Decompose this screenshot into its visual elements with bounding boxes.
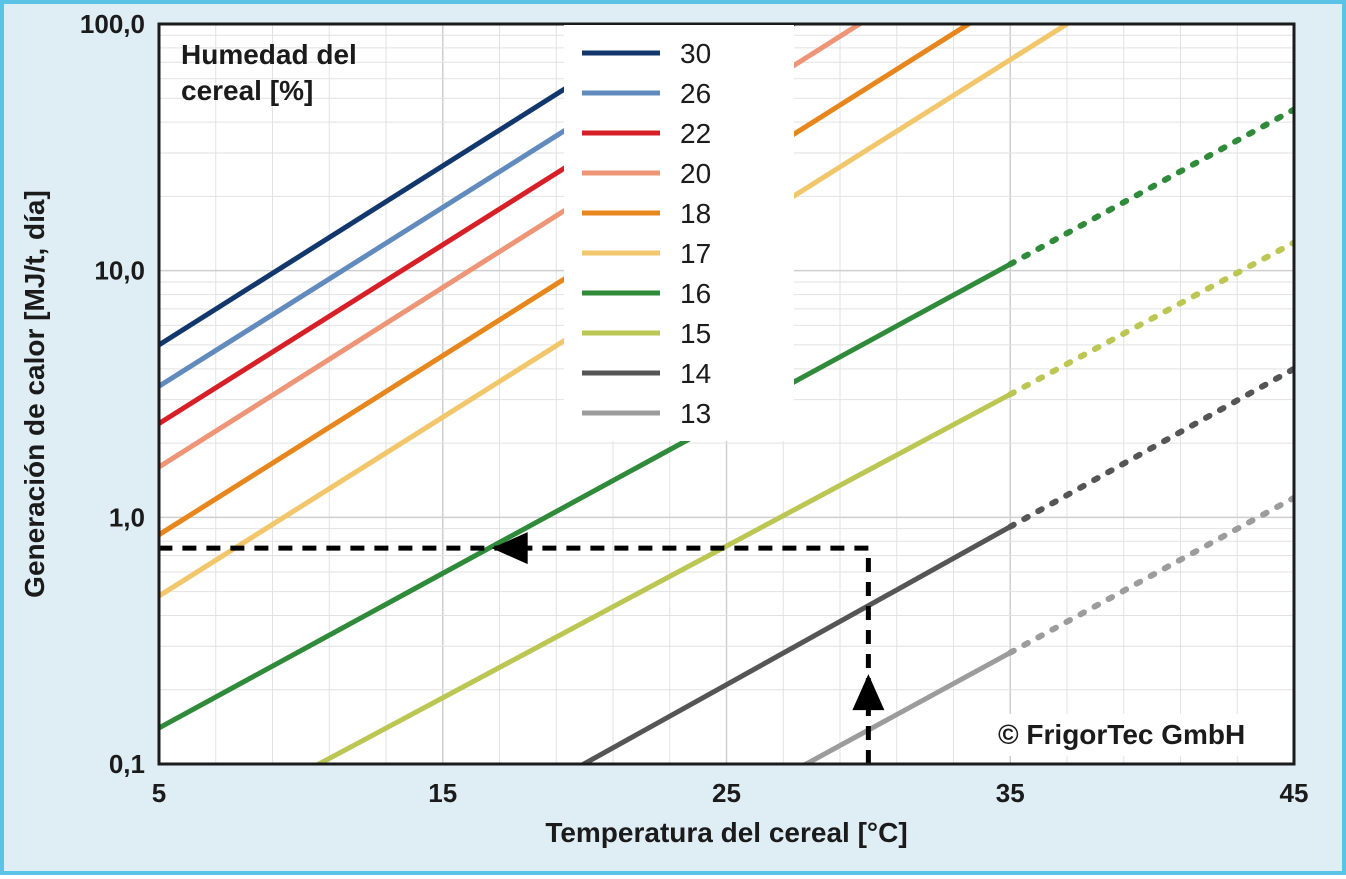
legend-label: 20	[680, 158, 711, 189]
y-axis-label: Generación de calor [MJ/t, día]	[19, 190, 50, 598]
legend-title: Humedad del	[181, 39, 357, 70]
x-tick-label: 35	[996, 778, 1025, 808]
y-tick-label: 1,0	[109, 502, 145, 532]
legend-label: 14	[680, 358, 711, 389]
x-axis-label: Temperatura del cereal [°C]	[545, 817, 907, 848]
chart-container: 5 15 25 35 45 Temperatura del cereal [°C] 0,1 1…	[0, 0, 1346, 875]
legend-label: 16	[680, 278, 711, 309]
x-tick-label: 25	[712, 778, 741, 808]
legend-label: 30	[680, 38, 711, 69]
legend-label: 26	[680, 78, 711, 109]
y-tick-label: 100,0	[80, 9, 145, 39]
legend-label: 13	[680, 398, 711, 429]
y-tick-label: 0,1	[109, 749, 145, 779]
legend-label: 22	[680, 118, 711, 149]
copyright-text: © FrigorTec GmbH	[998, 719, 1245, 750]
legend-label: 17	[680, 238, 711, 269]
x-tick-label: 5	[152, 778, 166, 808]
legend-label: 18	[680, 198, 711, 229]
x-tick-label: 45	[1280, 778, 1309, 808]
legend-label: 15	[680, 318, 711, 349]
legend-bg	[564, 25, 794, 441]
x-tick-label: 15	[428, 778, 457, 808]
y-tick-label: 10,0	[94, 256, 145, 286]
legend-title: cereal [%]	[181, 75, 313, 106]
chart-svg: 5 15 25 35 45 Temperatura del cereal [°C] 0,1 1…	[4, 4, 1346, 879]
